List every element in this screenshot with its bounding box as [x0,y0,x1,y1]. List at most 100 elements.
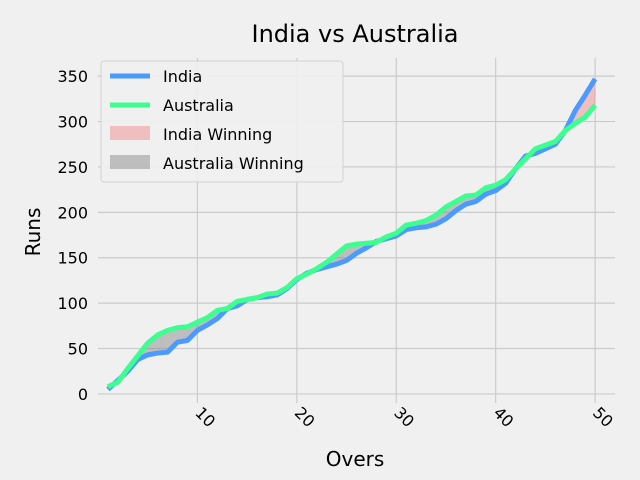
data-point-australia-29 [384,234,389,239]
data-point-india-9 [185,338,190,343]
data-point-australia-43 [523,156,528,161]
legend-label-australia: Australia [163,96,234,115]
data-point-india-11 [205,322,210,327]
data-point-india-5 [145,352,150,357]
data-point-india-7 [165,350,170,355]
data-point-australia-23 [324,260,329,265]
data-point-australia-32 [414,221,419,226]
data-point-australia-4 [135,353,140,358]
data-point-australia-9 [185,324,190,329]
data-point-india-37 [463,202,468,207]
data-point-australia-27 [364,241,369,246]
x-tick-label-40: 40 [490,403,518,431]
y-tick-label-150: 150 [57,249,88,268]
data-point-australia-7 [165,328,170,333]
data-point-australia-33 [424,218,429,223]
data-point-india-33 [424,224,429,229]
data-point-australia-34 [434,213,439,218]
data-point-australia-6 [155,332,160,337]
series-lines [105,76,598,392]
data-point-australia-35 [443,204,448,209]
data-point-india-12 [215,316,220,321]
data-point-australia-20 [294,276,299,281]
data-point-australia-16 [255,295,260,300]
data-point-india-36 [453,208,458,213]
data-point-australia-39 [483,185,488,190]
data-point-india-25 [344,258,349,263]
data-point-australia-5 [145,341,150,346]
data-point-india-50 [593,76,598,81]
data-point-australia-14 [235,299,240,304]
data-point-australia-41 [503,177,508,182]
series-line-australia [106,103,598,389]
y-tick-label-250: 250 [57,158,88,177]
data-point-india-34 [434,222,439,227]
y-tick-label-100: 100 [57,294,88,313]
legend-swatch-australia-winning [110,155,150,169]
data-point-india-8 [175,340,180,345]
y-axis-label: Runs [21,208,45,257]
data-point-australia-44 [533,146,538,151]
data-point-india-48 [573,108,578,113]
legend-label-india: India [163,67,202,86]
data-point-australia-12 [215,308,220,313]
legend-box [100,60,344,183]
data-point-australia-50 [593,103,598,108]
legend-swatch-india-winning [110,126,150,140]
data-point-australia-24 [334,252,339,257]
x-axis-label: Overs [326,447,385,471]
data-point-australia-25 [344,243,349,248]
x-tick-label-20: 20 [291,403,319,431]
x-tick-label-30: 30 [390,403,418,431]
legend-label-australia-winning: Australia Winning [163,154,304,173]
data-point-australia-30 [394,231,399,236]
data-point-australia-10 [195,320,200,325]
data-point-australia-46 [553,139,558,144]
data-point-australia-45 [543,143,548,148]
data-point-australia-2 [115,380,120,385]
data-point-india-6 [155,351,160,356]
y-tick-label-200: 200 [57,203,88,222]
data-point-australia-42 [513,166,518,171]
legend-label-india-winning: India Winning [163,125,272,144]
data-point-india-40 [493,188,498,193]
data-point-india-35 [443,216,448,221]
chart-title: India vs Australia [251,20,458,48]
data-point-india-24 [334,262,339,267]
data-point-australia-13 [225,306,230,311]
data-point-australia-19 [284,285,289,290]
tick-labels: 10 20 30 40 50 0 50 100 150 200 250 300 350 [57,67,616,431]
data-point-australia-38 [473,193,478,198]
data-point-india-39 [483,192,488,197]
y-tick-label-50: 50 [68,340,88,359]
data-point-australia-18 [274,291,279,296]
data-point-australia-15 [245,297,250,302]
y-tick-label-350: 350 [57,67,88,86]
data-point-india-49 [583,93,588,98]
data-point-australia-48 [573,121,578,126]
data-point-australia-11 [205,315,210,320]
data-point-australia-36 [453,199,458,204]
legend: India Australia India Winning Australia … [100,60,344,183]
australia-winning-area-7 [167,327,178,353]
data-point-australia-1 [105,384,110,389]
data-point-australia-26 [354,242,359,247]
data-point-india-38 [473,199,478,204]
data-point-australia-3 [125,366,130,371]
data-point-australia-17 [265,292,270,297]
data-point-australia-40 [493,183,498,188]
x-tick-label-10: 10 [191,403,219,431]
data-point-australia-47 [563,128,568,133]
data-point-australia-21 [304,272,309,277]
data-point-australia-28 [374,240,379,245]
data-point-india-26 [354,251,359,256]
data-point-india-27 [364,245,369,250]
data-point-india-10 [195,328,200,333]
data-point-australia-22 [314,266,319,271]
data-point-australia-8 [175,325,180,330]
y-tick-label-300: 300 [57,113,88,132]
y-tick-label-0: 0 [78,385,88,404]
data-point-australia-49 [583,115,588,120]
